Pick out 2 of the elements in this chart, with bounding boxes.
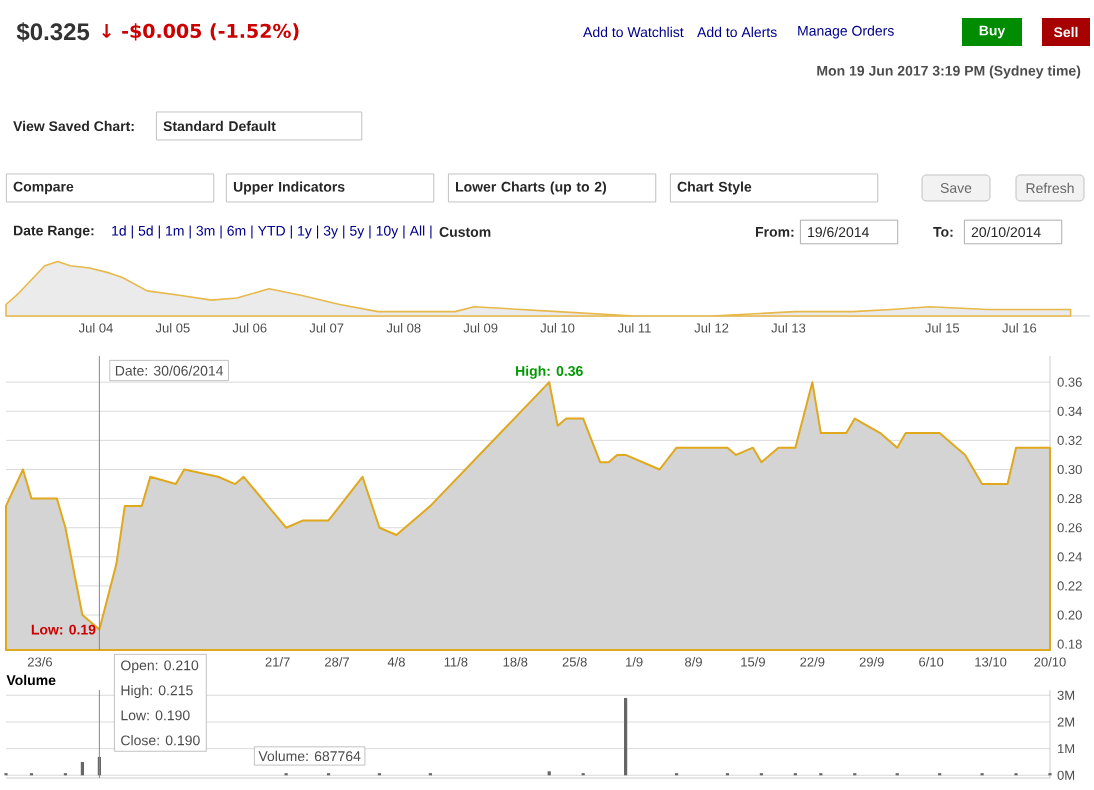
chart-subtitle: ↓ -$0.005 (-1.52%) bbox=[102, 23, 299, 41]
chart-title: $0.325 bbox=[16, 22, 90, 42]
